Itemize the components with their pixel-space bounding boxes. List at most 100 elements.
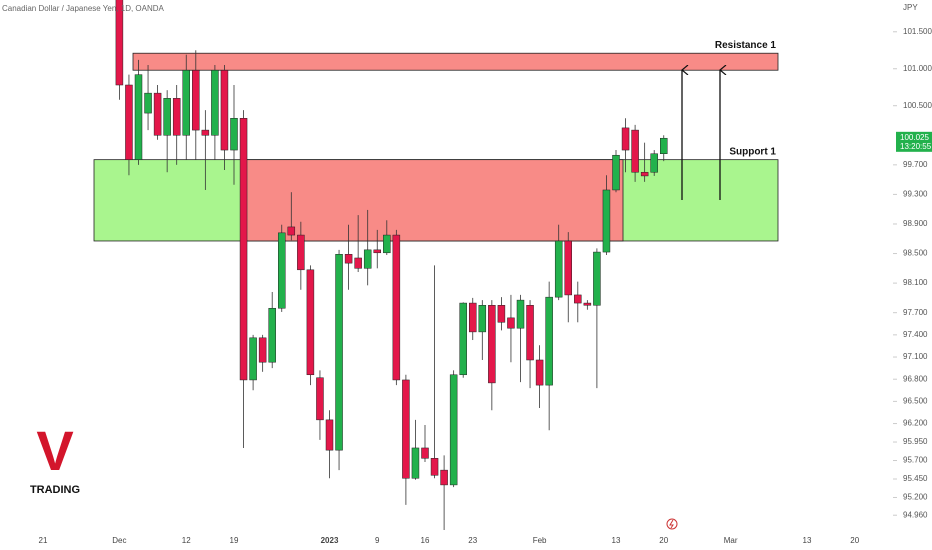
y-tick-label: 97.700 [903,308,928,317]
candle-body [325,419,334,451]
x-tick-label: Feb [533,536,547,545]
x-tick-label: 23 [468,536,477,545]
candle-body [258,337,267,363]
candle-body [239,118,248,381]
x-tick-label: Mar [724,536,738,545]
candle-body [516,299,525,329]
candle-body [430,458,439,476]
candle-body [535,359,544,386]
candle-body [574,294,582,304]
x-tick-label: 2023 [321,536,339,545]
y-tick-label: 96.200 [903,419,928,428]
candle-body [478,305,487,333]
axes: 101.500 101.000 100.500 99.700 99.300 98.900 9… [39,27,932,545]
y-tick-label: 101.500 [903,27,932,36]
x-tick-label: 16 [421,536,430,545]
y-tick-label: 99.700 [903,160,928,169]
x-tick-label: 13 [612,536,621,545]
candle-body [602,189,611,253]
y-tick-label: 95.200 [903,493,928,502]
y-tick-label: 96.800 [903,374,928,383]
zone [132,52,779,71]
zone [242,159,624,242]
x-tick-label: 20 [850,536,859,545]
last-price: 100.025 [900,133,929,142]
x-tick-label: 12 [182,536,191,545]
candle-body [488,305,496,384]
candle-body [125,84,133,160]
candle-body [115,0,124,86]
candle-body [278,232,286,309]
logo-mark: V [36,419,73,482]
y-tick-label: 98.100 [903,278,928,287]
x-tick-label: 20 [659,536,668,545]
candle-body [316,377,324,421]
candle-body [449,374,458,486]
candle-body [526,305,534,361]
candle-body [373,249,381,254]
y-tick-label: 96.500 [903,396,928,405]
candle-body [268,307,276,363]
y-tick-label: 97.400 [903,330,928,339]
last-price-box [896,131,932,152]
candle-body [335,254,343,451]
candle-body [564,240,572,296]
y-tick-label: 95.700 [903,456,928,465]
candle-body [383,234,391,254]
y-tick-label: 94.960 [903,510,928,519]
candle-body [545,296,553,386]
candle-body [344,254,353,264]
y-tick-label: 98.500 [903,249,928,258]
x-tick-label: 21 [39,536,48,545]
candle-body [230,118,238,151]
x-tick-label: 9 [375,536,380,545]
candle-body [363,249,372,269]
zones [93,52,779,242]
candle-body [459,302,467,376]
candle-body [660,137,668,155]
candle-body [440,469,448,486]
candle-body [144,92,152,114]
logo-text: TRADING [30,484,80,496]
chart-title: Canadian Dollar / Japanese Yen, 1D, OAND… [2,4,165,13]
candle-body [631,129,639,173]
x-tick-label: 19 [230,536,239,545]
candle-body [211,69,219,136]
candle-body [421,447,429,459]
candle-body [220,69,229,151]
candle-body [621,127,630,151]
countdown: 13:20:55 [900,142,932,151]
candle-body [201,129,210,136]
candle-body [153,92,162,136]
candles [115,0,668,530]
candle-body [402,379,410,479]
candle-body [583,302,592,306]
candle-body [593,251,601,306]
candle-body [612,154,620,191]
candle-body [249,337,257,381]
y-tick-label: 95.450 [903,474,928,483]
y-tick-label: 100.500 [903,101,932,110]
candle-body [163,98,171,136]
y-tick-label: 95.950 [903,437,928,446]
candle-body [640,171,649,177]
currency: JPY [903,3,918,12]
candle-body [134,74,143,160]
candle-body [507,317,515,329]
candle-body [554,240,563,298]
y-tick-label: 97.100 [903,352,928,361]
x-tick-label: Dec [112,536,126,545]
y-tick-label: 101.000 [903,64,932,73]
alert-icon [666,518,678,530]
zone-label: Support 1 [729,146,776,157]
x-tick-label: 13 [803,536,812,545]
candle-body [192,69,200,131]
candle-body [306,269,315,376]
zone-label: Resistance 1 [715,40,777,51]
candle-body [411,447,420,479]
candle-body [172,98,181,136]
candle-body [392,234,401,381]
candle-body [182,69,190,136]
candle-body [497,305,506,323]
